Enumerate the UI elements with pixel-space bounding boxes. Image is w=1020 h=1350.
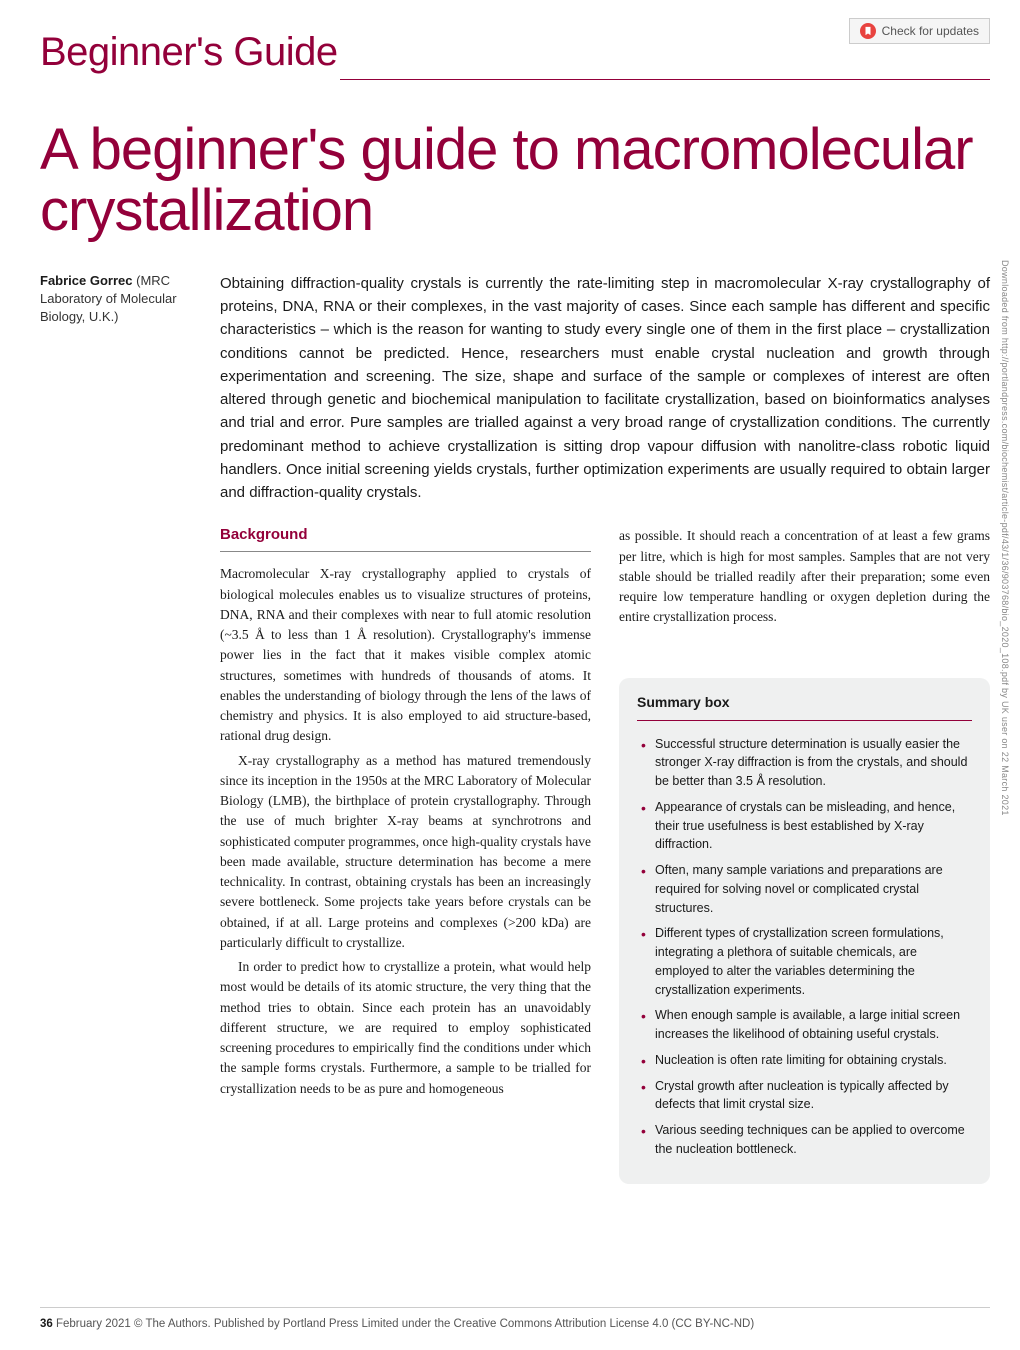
page-number: 36 [40,1318,53,1330]
summary-item: Appearance of crystals can be misleading… [637,798,972,854]
summary-item: Crystal growth after nucleation is typic… [637,1077,972,1115]
two-column-body: Background Macromolecular X-ray crystall… [220,526,990,1183]
body-text-right: as possible. It should reach a concentra… [619,526,990,627]
check-updates-label: Check for updates [882,24,979,38]
summary-item: Various seeding techniques can be applie… [637,1121,972,1159]
paragraph: as possible. It should reach a concentra… [619,526,990,627]
author-affil: Laboratory of Molecular Biology, U.K.) [40,290,200,326]
footer-text: February 2021 © The Authors. Published b… [53,1318,754,1330]
summary-item: Often, many sample variations and prepar… [637,861,972,917]
download-watermark: Downloaded from http://portlandpress.com… [1000,260,1010,816]
author-block: Fabrice Gorrec (MRC Laboratory of Molecu… [40,272,200,1184]
main-column: Obtaining diffraction-quality crystals i… [220,272,990,1184]
summary-title: Summary box [637,694,972,721]
paragraph: In order to predict how to crystallize a… [220,957,591,1099]
background-heading: Background [220,526,591,552]
summary-box: Summary box Successful structure determi… [619,678,990,1184]
author-affil-prefix: (MRC [133,273,171,288]
content-area: Fabrice Gorrec (MRC Laboratory of Molecu… [0,272,1020,1184]
paragraph: Macromolecular X-ray crystallography app… [220,564,591,746]
summary-list: Successful structure determination is us… [637,735,972,1159]
article-title: A beginner's guide to macromolecular cry… [0,80,1020,272]
summary-item: Different types of crystallization scree… [637,924,972,999]
left-text-column: Background Macromolecular X-ray crystall… [220,526,591,1183]
paragraph: X-ray crystallography as a method has ma… [220,751,591,954]
bookmark-icon [860,23,876,39]
right-text-column: as possible. It should reach a concentra… [619,526,990,1183]
author-name: Fabrice Gorrec [40,273,133,288]
abstract: Obtaining diffraction-quality crystals i… [220,272,990,505]
summary-item: Nucleation is often rate limiting for ob… [637,1051,972,1070]
body-text-left: Macromolecular X-ray crystallography app… [220,564,591,1099]
summary-item: When enough sample is available, a large… [637,1006,972,1044]
check-updates-badge[interactable]: Check for updates [849,18,990,44]
summary-item: Successful structure determination is us… [637,735,972,791]
page-footer: 36 February 2021 © The Authors. Publishe… [40,1307,990,1330]
